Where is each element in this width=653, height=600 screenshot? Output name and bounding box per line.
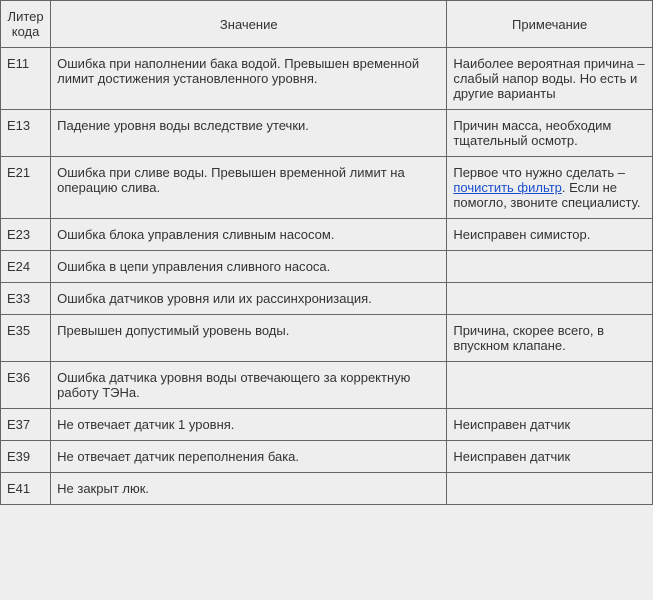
cell-code: E13 [1, 110, 51, 157]
cell-meaning: Ошибка датчиков уровня или их рассинхрон… [51, 283, 447, 315]
note-prefix: Первое что нужно сделать – [453, 165, 625, 180]
cell-meaning: Не закрыт люк. [51, 473, 447, 505]
cell-meaning: Ошибка при наполнении бака водой. Превыш… [51, 48, 447, 110]
cell-code: E37 [1, 409, 51, 441]
header-meaning: Значение [51, 1, 447, 48]
cell-code: E39 [1, 441, 51, 473]
cell-code: E24 [1, 251, 51, 283]
cell-code: E23 [1, 219, 51, 251]
cell-note: Наиболее вероятная причина – слабый напо… [447, 48, 653, 110]
table-row: E33 Ошибка датчиков уровня или их рассин… [1, 283, 653, 315]
cell-meaning: Ошибка при сливе воды. Превышен временно… [51, 157, 447, 219]
cell-note [447, 362, 653, 409]
cell-note [447, 473, 653, 505]
header-code: Литер кода [1, 1, 51, 48]
cell-note [447, 283, 653, 315]
cell-note: Неисправен датчик [447, 409, 653, 441]
cell-meaning: Не отвечает датчик 1 уровня. [51, 409, 447, 441]
table-row: E36 Ошибка датчика уровня воды отвечающе… [1, 362, 653, 409]
table-row: E11 Ошибка при наполнении бака водой. Пр… [1, 48, 653, 110]
table-row: E39 Не отвечает датчик переполнения бака… [1, 441, 653, 473]
cell-note: Причина, скорее всего, в впускном клапан… [447, 315, 653, 362]
cell-meaning: Ошибка в цепи управления сливного насоса… [51, 251, 447, 283]
table-row: E24 Ошибка в цепи управления сливного на… [1, 251, 653, 283]
table-header-row: Литер кода Значение Примечание [1, 1, 653, 48]
cell-code: E36 [1, 362, 51, 409]
cell-code: E33 [1, 283, 51, 315]
cell-note: Первое что нужно сделать – почистить фил… [447, 157, 653, 219]
table-row: E35 Превышен допустимый уровень воды. Пр… [1, 315, 653, 362]
cell-meaning: Ошибка датчика уровня воды отвечающего з… [51, 362, 447, 409]
cell-code: E21 [1, 157, 51, 219]
table-row: E13 Падение уровня воды вследствие утечк… [1, 110, 653, 157]
error-codes-table: Литер кода Значение Примечание E11 Ошибк… [0, 0, 653, 505]
cell-note: Причин масса, необходим тщательный осмот… [447, 110, 653, 157]
cell-code: E11 [1, 48, 51, 110]
cell-meaning: Падение уровня воды вследствие утечки. [51, 110, 447, 157]
table-row: E41 Не закрыт люк. [1, 473, 653, 505]
table-row: E37 Не отвечает датчик 1 уровня. Неиспра… [1, 409, 653, 441]
cell-code: E35 [1, 315, 51, 362]
cell-meaning: Ошибка блока управления сливным насосом. [51, 219, 447, 251]
cell-meaning: Превышен допустимый уровень воды. [51, 315, 447, 362]
header-note: Примечание [447, 1, 653, 48]
cell-note: Неисправен симистор. [447, 219, 653, 251]
cell-code: E41 [1, 473, 51, 505]
cell-meaning: Не отвечает датчик переполнения бака. [51, 441, 447, 473]
table-row: E21 Ошибка при сливе воды. Превышен врем… [1, 157, 653, 219]
table-row: E23 Ошибка блока управления сливным насо… [1, 219, 653, 251]
cell-note: Неисправен датчик [447, 441, 653, 473]
cell-note [447, 251, 653, 283]
filter-link[interactable]: почистить фильтр [453, 180, 562, 195]
